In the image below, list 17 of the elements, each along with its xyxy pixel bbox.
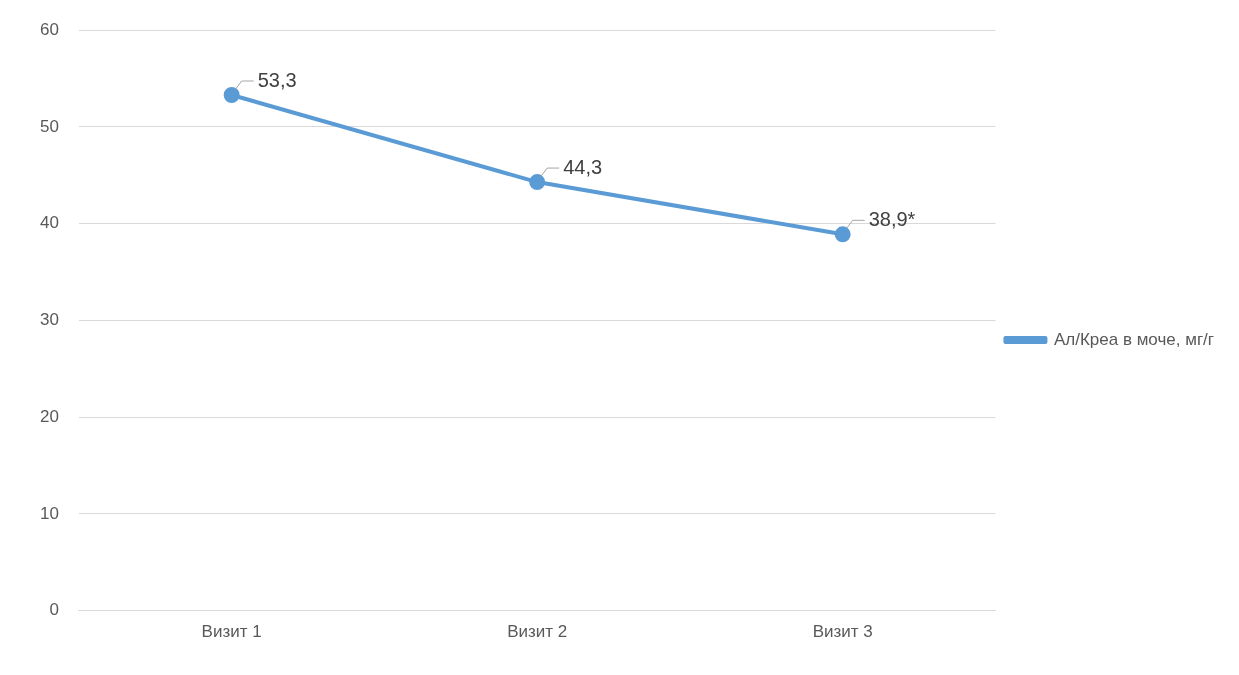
data-label: 53,3: [257, 68, 297, 91]
point: [529, 174, 546, 191]
data-label: 38,9*: [868, 207, 916, 230]
point: [834, 226, 851, 243]
y-tick-label: 10: [39, 503, 59, 523]
y-tick-label: 50: [39, 116, 59, 136]
x-tick-label: Визит 2: [507, 622, 568, 642]
y-tick-label: 20: [39, 406, 59, 426]
y-tick-label: 40: [39, 213, 59, 233]
x-tick-label: Визит 3: [812, 622, 873, 642]
x-tick-label: Визит 1: [201, 622, 262, 642]
y-tick-label: 0: [49, 600, 59, 620]
point: [223, 87, 240, 104]
legend-label: Ал/Креа в моче, мг/г: [1053, 329, 1215, 349]
y-tick-label: 60: [39, 19, 59, 39]
y-tick-label: 30: [39, 310, 59, 330]
data-label: 44,3: [563, 155, 603, 178]
